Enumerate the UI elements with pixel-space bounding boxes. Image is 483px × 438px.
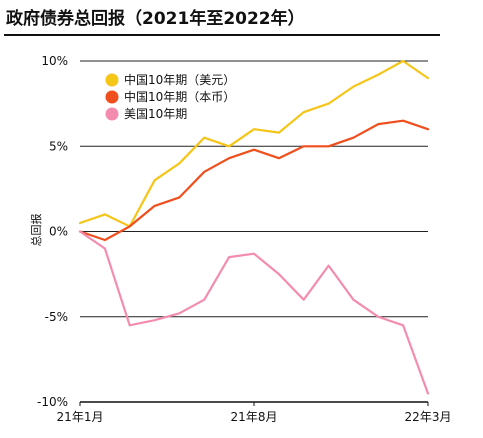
- axis-layer: 10% 5% 0% -5% -10%21年1月 21年8月 22年3月: [37, 54, 451, 424]
- legend-marker: [105, 107, 119, 121]
- series-line-3: [78, 230, 430, 395]
- series-layer: [78, 59, 430, 395]
- x-tick-label: 21年1月: [57, 410, 104, 424]
- y-tick-label: 5%: [49, 139, 68, 153]
- y-axis-label: 总回报: [29, 214, 43, 247]
- legend-marker: [105, 90, 119, 104]
- legend-label: 中国10年期（本币）: [124, 89, 235, 104]
- y-tick-label: 10%: [41, 54, 68, 68]
- legend-label: 美国10年期: [124, 107, 187, 121]
- series-line-1: [78, 59, 430, 228]
- y-tick-label: -10%: [37, 395, 68, 409]
- y-tick-label: 0%: [49, 225, 68, 239]
- x-tick-label: 21年8月: [231, 410, 278, 424]
- chart-title: 政府债券总回报（2021年至2022年）: [6, 9, 305, 29]
- legend-label: 中国10年期（美元）: [124, 72, 235, 87]
- x-tick-label: 22年3月: [405, 410, 452, 424]
- title-underline: [4, 34, 440, 36]
- y-tick-label: -5%: [45, 310, 68, 324]
- series-line-2: [78, 119, 430, 242]
- legend: 中国10年期（美元） 中国10年期（本币） 美国10年期: [105, 72, 235, 121]
- legend-marker: [105, 73, 119, 87]
